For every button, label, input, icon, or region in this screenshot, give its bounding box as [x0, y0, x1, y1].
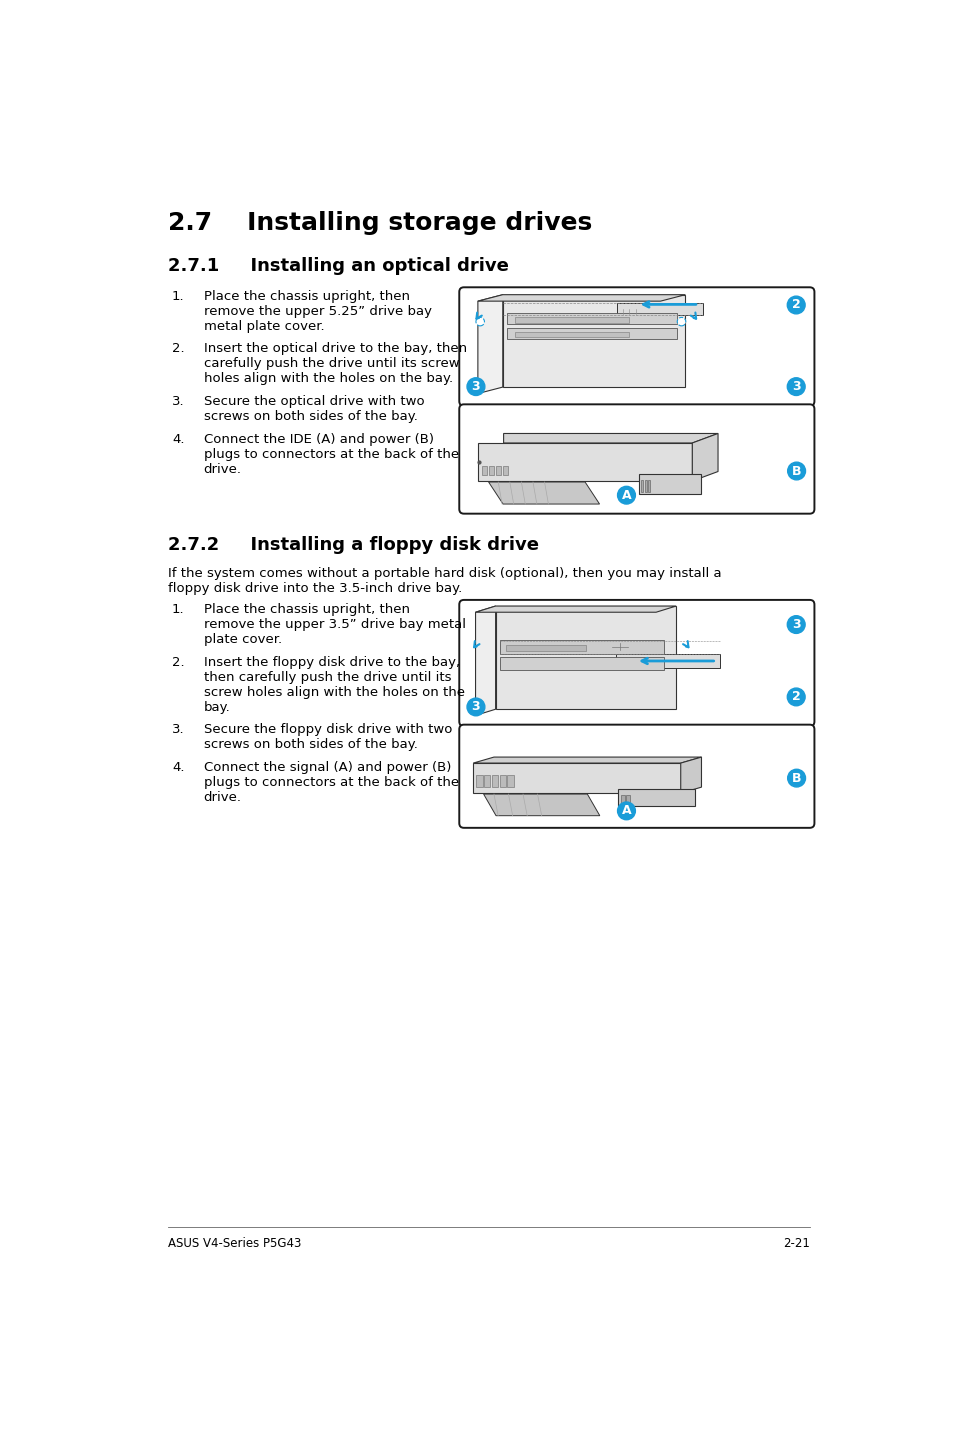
- Bar: [483, 775, 490, 787]
- Bar: [473, 764, 680, 794]
- Circle shape: [787, 769, 804, 787]
- Text: Connect the IDE (A) and power (B)
plugs to connectors at the back of the
drive.: Connect the IDE (A) and power (B) plugs …: [204, 433, 458, 476]
- Text: 4.: 4.: [172, 433, 184, 446]
- Polygon shape: [616, 654, 720, 667]
- Text: ASUS V4-Series P5G43: ASUS V4-Series P5G43: [168, 1238, 301, 1251]
- Bar: [620, 795, 624, 805]
- Text: 2.7.2     Installing a floppy disk drive: 2.7.2 Installing a floppy disk drive: [168, 536, 538, 554]
- Text: 3: 3: [471, 380, 479, 393]
- FancyBboxPatch shape: [458, 600, 814, 726]
- Text: 2-21: 2-21: [782, 1238, 809, 1251]
- Polygon shape: [475, 605, 676, 613]
- Polygon shape: [475, 605, 496, 716]
- Text: Connect the signal (A) and power (B)
plugs to connectors at the back of the
driv: Connect the signal (A) and power (B) plu…: [204, 761, 458, 804]
- Text: 4.: 4.: [172, 761, 184, 774]
- Circle shape: [786, 296, 804, 313]
- Bar: [506, 328, 677, 339]
- Bar: [647, 480, 650, 492]
- Polygon shape: [483, 794, 599, 815]
- Bar: [625, 795, 629, 805]
- Text: 2.: 2.: [172, 342, 184, 355]
- Bar: [499, 657, 663, 670]
- Text: Insert the optical drive to the bay, then
carefully push the drive until its scr: Insert the optical drive to the bay, the…: [204, 342, 466, 385]
- Circle shape: [467, 378, 484, 395]
- Bar: [618, 789, 694, 807]
- Text: 3: 3: [791, 618, 800, 631]
- Text: B: B: [791, 464, 801, 477]
- Polygon shape: [477, 295, 502, 394]
- Bar: [505, 646, 585, 651]
- Circle shape: [617, 802, 635, 820]
- Circle shape: [786, 687, 804, 706]
- Text: Insert the floppy disk drive to the bay,
then carefully push the drive until its: Insert the floppy disk drive to the bay,…: [204, 656, 464, 713]
- Polygon shape: [680, 756, 700, 794]
- Text: Place the chassis upright, then
remove the upper 3.5” drive bay metal
plate cove: Place the chassis upright, then remove t…: [204, 603, 465, 646]
- Bar: [492, 775, 497, 787]
- Bar: [638, 475, 700, 495]
- Text: 3: 3: [791, 380, 800, 393]
- FancyBboxPatch shape: [458, 725, 814, 828]
- Circle shape: [677, 318, 685, 326]
- Bar: [506, 313, 677, 324]
- Polygon shape: [477, 295, 684, 301]
- Bar: [488, 466, 494, 476]
- Bar: [644, 480, 646, 492]
- Text: Secure the optical drive with two
screws on both sides of the bay.: Secure the optical drive with two screws…: [204, 395, 424, 423]
- Bar: [640, 480, 642, 492]
- Text: Secure the floppy disk drive with two
screws on both sides of the bay.: Secure the floppy disk drive with two sc…: [204, 723, 452, 752]
- Bar: [507, 775, 513, 787]
- Text: 1.: 1.: [172, 289, 184, 302]
- Text: 2.7    Installing storage drives: 2.7 Installing storage drives: [168, 211, 592, 234]
- Bar: [496, 466, 500, 476]
- Bar: [476, 775, 482, 787]
- Bar: [515, 318, 629, 322]
- Circle shape: [786, 378, 804, 395]
- Text: 2: 2: [791, 690, 800, 703]
- Bar: [502, 466, 508, 476]
- Circle shape: [467, 697, 484, 716]
- Circle shape: [786, 615, 804, 633]
- Bar: [477, 443, 692, 482]
- Polygon shape: [473, 756, 700, 764]
- Bar: [499, 775, 505, 787]
- Circle shape: [787, 462, 804, 480]
- Circle shape: [617, 486, 635, 505]
- Polygon shape: [503, 433, 718, 443]
- Text: 2.: 2.: [172, 656, 184, 669]
- Bar: [499, 640, 663, 653]
- Text: A: A: [621, 804, 631, 817]
- Circle shape: [476, 318, 484, 326]
- Polygon shape: [692, 433, 718, 482]
- Polygon shape: [496, 605, 676, 709]
- Text: Place the chassis upright, then
remove the upper 5.25” drive bay
metal plate cov: Place the chassis upright, then remove t…: [204, 289, 432, 332]
- Text: 2.7.1     Installing an optical drive: 2.7.1 Installing an optical drive: [168, 257, 508, 275]
- Text: 3.: 3.: [172, 723, 184, 736]
- Polygon shape: [488, 482, 598, 505]
- Bar: [515, 332, 629, 338]
- Text: A: A: [621, 489, 631, 502]
- Polygon shape: [617, 303, 702, 315]
- Text: 3.: 3.: [172, 395, 184, 408]
- Text: B: B: [791, 772, 801, 785]
- Text: 1.: 1.: [172, 603, 184, 615]
- Text: 2: 2: [791, 299, 800, 312]
- Text: If the system comes without a portable hard disk (optional), then you may instal: If the system comes without a portable h…: [168, 567, 720, 595]
- FancyBboxPatch shape: [458, 404, 814, 513]
- Text: 3: 3: [471, 700, 479, 713]
- FancyBboxPatch shape: [458, 288, 814, 406]
- Polygon shape: [502, 295, 684, 387]
- Bar: [481, 466, 487, 476]
